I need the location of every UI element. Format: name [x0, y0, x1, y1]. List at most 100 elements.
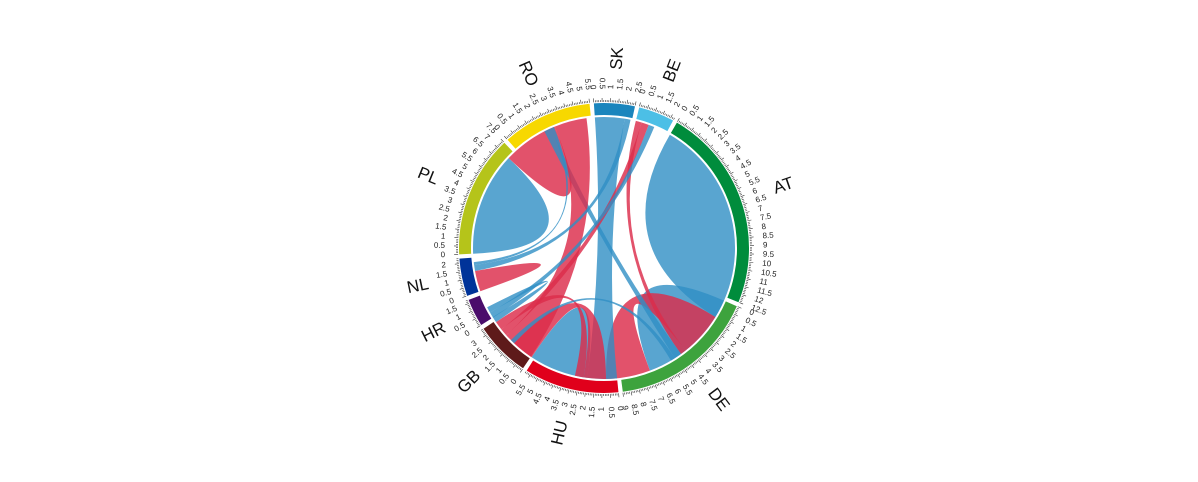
tick-mark: [730, 174, 733, 176]
tick-mark: [576, 391, 578, 396]
tick-mark: [722, 161, 725, 164]
tick-mark: [702, 138, 705, 141]
tick-mark: [626, 99, 628, 104]
tick-label: 11.5: [756, 286, 773, 299]
tick-mark: [721, 160, 724, 162]
tick-label: 1: [739, 324, 748, 334]
tick-label: 7: [482, 132, 492, 142]
sector-arc-pl: [459, 142, 513, 255]
tick-mark: [584, 392, 586, 397]
tick-mark: [505, 356, 507, 359]
tick-mark: [703, 138, 708, 142]
tick-mark: [733, 315, 736, 317]
sector-label-pl: PL: [415, 163, 441, 188]
tick-mark: [461, 205, 465, 207]
tick-mark: [500, 353, 504, 357]
tick-label: 9: [763, 240, 768, 249]
tick-mark: [506, 357, 509, 360]
tick-mark: [665, 113, 668, 117]
tick-mark: [670, 114, 673, 119]
tick-label: 2: [443, 213, 450, 223]
tick-mark: [737, 187, 742, 190]
tick-mark: [643, 388, 645, 391]
tick-mark: [567, 389, 570, 394]
tick-mark: [673, 376, 675, 379]
tick-mark: [659, 111, 662, 114]
tick-mark: [725, 328, 730, 332]
tick-mark: [668, 115, 671, 118]
tick-mark: [656, 109, 658, 113]
tick-mark: [728, 324, 731, 326]
tick-mark: [644, 105, 646, 108]
tick-mark: [483, 334, 487, 338]
tick-mark: [734, 181, 737, 184]
tick-mark: [686, 126, 689, 129]
tick-mark: [508, 359, 511, 362]
tick-mark: [514, 129, 517, 132]
tick-mark: [566, 389, 568, 392]
tick-label: 6: [471, 146, 480, 156]
tick-label: 2.5: [527, 92, 540, 106]
tick-mark: [555, 385, 557, 388]
tick-label: 0: [588, 85, 597, 91]
tick-mark: [547, 382, 549, 385]
tick-mark: [653, 108, 655, 111]
tick-mark: [487, 338, 490, 341]
tick-mark: [534, 117, 536, 120]
tick-mark: [695, 361, 698, 364]
tick-mark: [512, 363, 515, 366]
tick-mark: [697, 132, 701, 137]
tick-mark: [642, 105, 644, 108]
tick-mark: [489, 153, 492, 156]
tick-mark: [494, 147, 497, 150]
tick-layer: 0 0.5 1 1.52 2.50 0.511.5200.511.522.533.544.…: [434, 78, 778, 419]
tick-mark: [520, 368, 523, 373]
tick-mark: [538, 114, 541, 117]
tick-mark: [711, 346, 714, 349]
tick-mark: [745, 210, 748, 212]
tick-mark: [701, 137, 704, 140]
tick-mark: [517, 125, 521, 129]
sector-label-hr: HR: [418, 318, 448, 346]
sector-arc-de: [621, 301, 737, 392]
tick-mark: [548, 383, 551, 386]
tick-mark: [478, 164, 483, 168]
tick-label: 1.5: [615, 78, 625, 91]
tick-label: 7.5: [759, 211, 772, 222]
tick-mark: [714, 150, 717, 153]
tick-mark: [716, 340, 719, 343]
tick-mark: [531, 116, 535, 120]
tick-mark: [648, 386, 650, 389]
tick-label: 1: [443, 278, 450, 288]
tick-mark: [634, 101, 637, 106]
tick-mark: [747, 219, 752, 222]
tick-mark: [521, 124, 523, 127]
tick-mark: [746, 278, 751, 280]
tick-mark: [676, 374, 678, 377]
tick-label: 4: [734, 153, 743, 163]
tick-mark: [559, 387, 562, 392]
tick-mark: [485, 335, 488, 338]
tick-mark: [467, 189, 470, 192]
tick-mark: [476, 171, 479, 174]
tick-mark: [735, 310, 738, 313]
tick-mark: [511, 362, 514, 364]
tick-mark: [741, 198, 744, 201]
tick-mark: [506, 358, 510, 363]
tick-mark: [476, 322, 479, 325]
tick-label: 0: [680, 104, 690, 113]
ribbon-pl-nl: [473, 126, 568, 266]
tick-mark: [733, 178, 736, 181]
tick-mark: [461, 208, 464, 211]
tick-mark: [464, 197, 467, 199]
tick-label: 0.5: [647, 84, 659, 98]
tick-mark: [733, 179, 738, 182]
tick-mark: [459, 287, 464, 290]
tick-mark: [728, 169, 731, 172]
ribbon-pl-pl: [473, 158, 549, 254]
tick-mark: [681, 122, 683, 125]
tick-mark: [527, 373, 530, 376]
tick-mark: [556, 386, 559, 389]
tick-mark: [491, 151, 494, 154]
tick-mark: [700, 357, 703, 360]
